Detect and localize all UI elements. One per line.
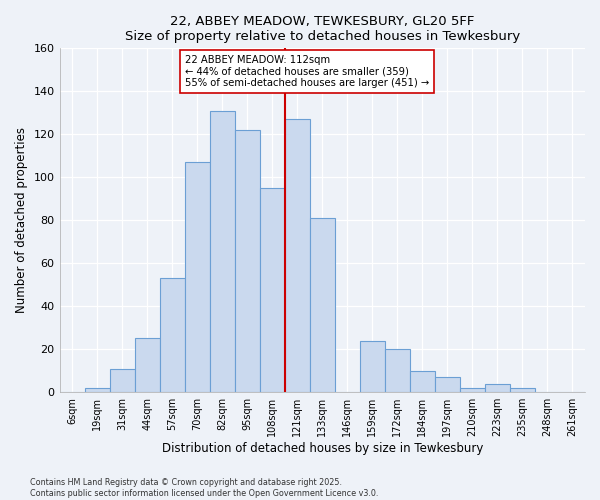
Bar <box>410 370 435 392</box>
Text: Contains HM Land Registry data © Crown copyright and database right 2025.
Contai: Contains HM Land Registry data © Crown c… <box>30 478 379 498</box>
Bar <box>260 188 285 392</box>
Bar <box>160 278 185 392</box>
Bar <box>85 388 110 392</box>
Bar <box>510 388 535 392</box>
Bar <box>235 130 260 392</box>
Y-axis label: Number of detached properties: Number of detached properties <box>15 128 28 314</box>
X-axis label: Distribution of detached houses by size in Tewkesbury: Distribution of detached houses by size … <box>161 442 483 455</box>
Bar <box>285 120 310 392</box>
Title: 22, ABBEY MEADOW, TEWKESBURY, GL20 5FF
Size of property relative to detached hou: 22, ABBEY MEADOW, TEWKESBURY, GL20 5FF S… <box>125 15 520 43</box>
Bar <box>360 340 385 392</box>
Bar <box>310 218 335 392</box>
Bar <box>385 349 410 392</box>
Bar <box>485 384 510 392</box>
Bar <box>435 377 460 392</box>
Bar <box>134 338 160 392</box>
Bar <box>185 162 209 392</box>
Bar <box>209 110 235 392</box>
Text: 22 ABBEY MEADOW: 112sqm
← 44% of detached houses are smaller (359)
55% of semi-d: 22 ABBEY MEADOW: 112sqm ← 44% of detache… <box>185 55 429 88</box>
Bar <box>110 368 134 392</box>
Bar <box>460 388 485 392</box>
